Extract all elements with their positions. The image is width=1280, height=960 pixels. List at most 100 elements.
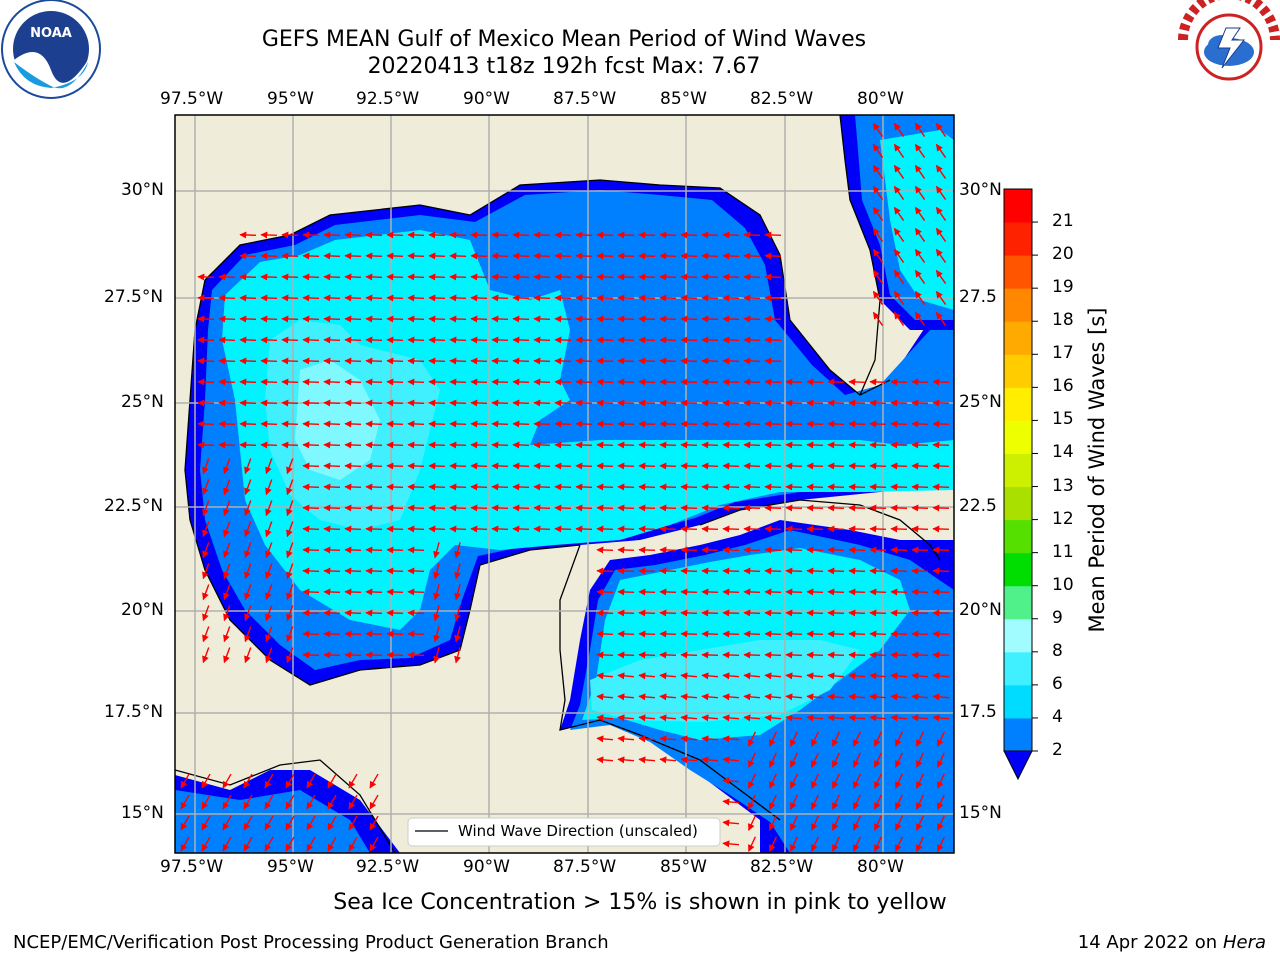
wind-wave-arrow bbox=[659, 231, 677, 239]
wind-wave-arrow bbox=[265, 479, 273, 496]
wind-wave-arrow bbox=[302, 651, 320, 659]
wind-wave-arrow bbox=[617, 273, 635, 281]
wind-wave-arrow bbox=[869, 630, 887, 638]
wind-wave-arrow bbox=[872, 248, 884, 263]
wind-wave-arrow bbox=[596, 567, 614, 575]
colorbar-tick-label: 2 bbox=[1052, 740, 1063, 760]
wind-wave-arrow bbox=[893, 311, 905, 326]
wind-wave-arrow bbox=[893, 164, 905, 179]
wind-wave-arrow bbox=[344, 525, 362, 533]
wind-wave-arrow bbox=[348, 773, 358, 789]
wind-wave-arrow bbox=[596, 588, 614, 596]
wind-wave-arrow bbox=[810, 794, 820, 810]
wind-wave-arrow bbox=[638, 441, 656, 449]
wind-wave-arrow bbox=[407, 483, 425, 491]
wind-wave-arrow bbox=[344, 630, 362, 638]
wind-wave-arrow bbox=[327, 815, 337, 831]
wind-wave-arrow bbox=[386, 294, 404, 302]
wind-wave-arrow bbox=[659, 294, 677, 302]
wind-wave-arrow bbox=[701, 399, 719, 407]
wind-wave-arrow bbox=[911, 630, 929, 638]
wind-wave-arrow bbox=[596, 693, 614, 701]
wind-wave-arrow bbox=[554, 504, 572, 512]
wind-wave-arrow bbox=[554, 378, 572, 386]
wind-wave-arrow bbox=[365, 252, 383, 260]
wind-wave-arrow bbox=[386, 420, 404, 428]
wind-wave-arrow bbox=[701, 462, 719, 470]
colorbar-segment bbox=[1004, 222, 1032, 256]
wind-wave-arrow bbox=[701, 735, 719, 743]
wind-wave-arrow bbox=[743, 294, 761, 302]
wind-wave-arrow bbox=[454, 626, 461, 643]
wind-wave-arrow bbox=[893, 206, 905, 221]
wind-wave-arrow bbox=[302, 252, 320, 260]
wind-wave-arrow bbox=[323, 588, 341, 596]
wind-wave-arrow bbox=[911, 483, 929, 491]
colorbar-segment bbox=[1004, 354, 1032, 388]
wind-wave-arrow bbox=[197, 357, 215, 365]
wind-wave-arrow bbox=[680, 357, 698, 365]
wind-wave-arrow bbox=[222, 836, 232, 852]
wind-wave-arrow bbox=[286, 458, 294, 475]
wind-wave-arrow bbox=[365, 357, 383, 365]
wind-wave-arrow bbox=[785, 630, 803, 638]
wind-wave-arrow bbox=[533, 252, 551, 260]
wind-wave-arrow bbox=[201, 794, 211, 810]
wind-wave-arrow bbox=[827, 462, 845, 470]
colorbar-tick-label: 20 bbox=[1052, 244, 1074, 265]
wind-wave-arrow bbox=[617, 693, 635, 701]
wind-wave-arrow bbox=[470, 315, 488, 323]
colorbar-segment bbox=[1004, 321, 1032, 355]
wind-wave-arrow bbox=[202, 500, 210, 517]
wind-wave-arrow bbox=[659, 273, 677, 281]
wind-wave-arrow bbox=[222, 794, 232, 810]
wind-wave-arrow bbox=[265, 584, 273, 601]
wind-wave-arrow bbox=[202, 626, 210, 643]
wind-wave-arrow bbox=[449, 231, 467, 239]
wind-wave-arrow bbox=[869, 714, 887, 722]
wind-wave-arrow bbox=[344, 441, 362, 449]
lon-tick-bottom-2: 95°W bbox=[267, 857, 314, 877]
wind-wave-arrow bbox=[722, 714, 740, 722]
wind-wave-arrow bbox=[407, 378, 425, 386]
wind-wave-arrow bbox=[428, 252, 446, 260]
wind-wave-arrow bbox=[638, 378, 656, 386]
wind-wave-arrow bbox=[512, 441, 530, 449]
wind-wave-arrow bbox=[701, 672, 719, 680]
wind-wave-arrow bbox=[806, 420, 824, 428]
wind-wave-arrow bbox=[932, 525, 950, 533]
wind-wave-arrow bbox=[806, 483, 824, 491]
wind-wave-arrow bbox=[848, 630, 866, 638]
wind-wave-arrow bbox=[218, 336, 236, 344]
wind-wave-arrow bbox=[533, 462, 551, 470]
wind-wave-arrow bbox=[302, 588, 320, 596]
wind-wave-arrow bbox=[575, 462, 593, 470]
wind-wave-arrow bbox=[764, 525, 782, 533]
wind-wave-arrow bbox=[747, 836, 757, 852]
wind-wave-arrow bbox=[911, 588, 929, 596]
wind-wave-arrow bbox=[894, 794, 904, 810]
wind-wave-arrow bbox=[932, 420, 950, 428]
wind-wave-arrow bbox=[533, 231, 551, 239]
wind-wave-arrow bbox=[428, 525, 446, 533]
wind-wave-arrow bbox=[260, 399, 278, 407]
wind-wave-arrow bbox=[454, 605, 461, 622]
wind-wave-arrow bbox=[265, 605, 273, 622]
colorbar-tick-label: 4 bbox=[1052, 706, 1063, 727]
wind-wave-arrow bbox=[680, 567, 698, 575]
wind-wave-arrow bbox=[512, 357, 530, 365]
wind-wave-arrow bbox=[554, 357, 572, 365]
wind-wave-arrow bbox=[323, 630, 341, 638]
wind-wave-arrow bbox=[743, 357, 761, 365]
wind-wave-arrow bbox=[512, 504, 530, 512]
wind-wave-arrow bbox=[365, 504, 383, 512]
wind-wave-arrow bbox=[831, 731, 841, 747]
wind-wave-arrow bbox=[722, 609, 740, 617]
wind-wave-arrow bbox=[323, 231, 341, 239]
wind-wave-arrow bbox=[512, 525, 530, 533]
wind-wave-arrow bbox=[936, 815, 946, 831]
wind-wave-arrow bbox=[617, 567, 635, 575]
wind-wave-arrow bbox=[617, 420, 635, 428]
lon-tick-bottom-8: 80°W bbox=[857, 857, 904, 877]
wind-wave-arrow bbox=[512, 420, 530, 428]
